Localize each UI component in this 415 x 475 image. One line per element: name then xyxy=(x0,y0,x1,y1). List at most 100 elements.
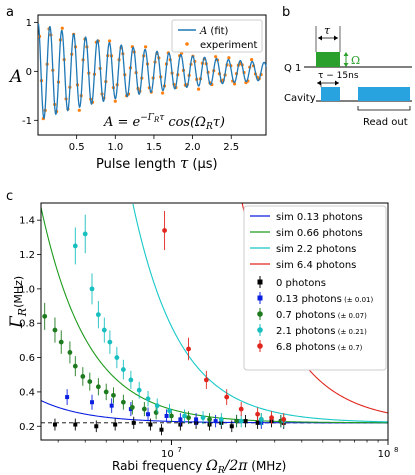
panel-a-xlabel: Pulse length τ (μs) xyxy=(96,154,218,172)
experiment-point xyxy=(108,39,112,43)
panel-a-legend: A (fit) experiment xyxy=(171,19,263,53)
panel-c-ylabel-symbol: Γ xyxy=(7,315,27,329)
data-point xyxy=(238,406,244,412)
data-point xyxy=(95,384,101,390)
tau-label: τ xyxy=(324,24,331,37)
panel-c-xlabel-symbol: Ω xyxy=(205,458,218,474)
legend-exp-label: 6.8 photons (± 0.7) xyxy=(276,342,363,353)
data-point xyxy=(52,422,57,427)
legend-exp-uncertainty: (± 0.7) xyxy=(335,344,362,352)
a-xtick-label: 2.0 xyxy=(185,142,201,153)
data-point xyxy=(73,422,78,427)
eq-exp: −Γ xyxy=(140,113,155,123)
legend-experiment-swatch xyxy=(185,42,189,46)
sim-curve xyxy=(132,203,389,423)
c-xtick-label: 10 xyxy=(161,449,174,460)
data-point xyxy=(146,412,151,417)
experiment-point xyxy=(232,82,237,86)
data-point xyxy=(194,417,199,422)
experiment-point xyxy=(113,99,117,103)
panel-label-c: c xyxy=(6,189,13,204)
data-point xyxy=(207,416,212,422)
legend-sim-label: sim 6.4 photons xyxy=(276,260,356,271)
a-ytick-label: 0 xyxy=(26,67,32,78)
panel-label-a: a xyxy=(6,5,14,20)
delay-label: τ − 15ns xyxy=(318,71,359,81)
eq-cos-sub: R xyxy=(205,122,213,132)
data-point xyxy=(269,415,274,421)
c-ytick-label: 0.4 xyxy=(19,387,35,398)
data-point xyxy=(186,346,191,352)
readout-bracket xyxy=(357,106,411,111)
q1-label: Q 1 xyxy=(284,63,301,74)
data-point xyxy=(162,228,167,233)
data-point xyxy=(255,420,260,425)
panel-c-frame xyxy=(40,202,389,441)
data-point xyxy=(224,394,230,400)
c-xtick-exponent: 7 xyxy=(177,446,181,454)
c-xtick-label: 10 xyxy=(378,449,391,460)
cavity-label: Cavity xyxy=(284,93,316,104)
c-ytick-label: 0.6 xyxy=(19,353,35,364)
q1-pulse xyxy=(316,52,340,67)
legend-exp-uncertainty: (± 0.07) xyxy=(335,312,367,320)
panel-a-xlabel-text: Pulse length xyxy=(96,157,176,172)
panel-c-legend: sim 0.13 photons sim 0.66 photons sim 2.2 … xyxy=(243,205,387,371)
data-point xyxy=(203,377,209,383)
data-point xyxy=(65,395,70,400)
data-point xyxy=(182,413,187,419)
experiment-point xyxy=(214,55,218,59)
data-point xyxy=(169,413,174,419)
c-ytick-label: 0.2 xyxy=(19,422,35,433)
data-point xyxy=(52,327,58,333)
tau-arrow-heads xyxy=(318,35,338,41)
panel-c-xlabel: Rabi frequency ΩR/2π (MHz) xyxy=(112,458,286,475)
experimental-points xyxy=(42,210,287,436)
experiment-point xyxy=(250,58,254,62)
experiment-point xyxy=(143,45,148,49)
panel-c-ylabel: ΓR(MHz) xyxy=(7,276,29,329)
cavity-pulse xyxy=(321,87,340,101)
data-point xyxy=(113,422,118,427)
panel-c-xlabel-sub: R xyxy=(217,466,225,475)
panel-a-xlabel-symbol: τ xyxy=(180,154,189,172)
data-point xyxy=(89,286,95,292)
omega-label: Ω xyxy=(351,54,360,67)
legend-fit-text: (fit) xyxy=(210,26,228,37)
fit-line xyxy=(37,23,267,120)
data-point xyxy=(80,374,86,379)
a-xtick-label: 1.5 xyxy=(146,142,162,153)
legend-experiment-label: experiment xyxy=(200,40,258,51)
legend-exp-marker xyxy=(257,311,263,317)
data-point xyxy=(101,327,107,333)
data-point xyxy=(145,396,151,402)
data-point xyxy=(153,410,159,415)
experiment-point xyxy=(227,56,231,60)
legend-sim-label: sim 0.13 photons xyxy=(276,212,363,223)
eq-exp-tau: τ xyxy=(159,113,165,123)
data-point xyxy=(167,408,172,414)
panel-a-chart: 0.5 1.0 1.5 2.0 2.5 -1 0 1 A Pulse length τ (μs… xyxy=(8,14,267,172)
data-point xyxy=(218,416,224,422)
eq-cos: cos(Ω xyxy=(168,115,206,130)
data-point xyxy=(72,363,78,369)
legend-exp-marker xyxy=(257,343,263,349)
data-point xyxy=(229,424,234,429)
legend-exp-label: 0.13 photons (± 0.01) xyxy=(276,294,373,305)
eq-exp-sub: R xyxy=(153,116,160,124)
panel-b-pulse-diagram: Q 1 τ Ω Cavity τ − 15ns Read out xyxy=(284,24,412,128)
experiment-point xyxy=(161,91,165,95)
data-point xyxy=(42,313,48,319)
data-point xyxy=(186,415,191,421)
omega-arrow-heads xyxy=(343,52,349,67)
data-point xyxy=(87,379,93,385)
data-point xyxy=(136,387,142,393)
legend-exp-label: 0.7 photons (± 0.07) xyxy=(276,310,367,321)
a-xtick-label: 0.5 xyxy=(69,142,85,153)
panel-c-legend-box xyxy=(243,205,387,371)
data-point xyxy=(281,416,287,422)
data-point xyxy=(141,406,147,412)
data-point xyxy=(58,339,64,345)
data-point xyxy=(103,389,109,395)
data-point xyxy=(200,415,206,421)
